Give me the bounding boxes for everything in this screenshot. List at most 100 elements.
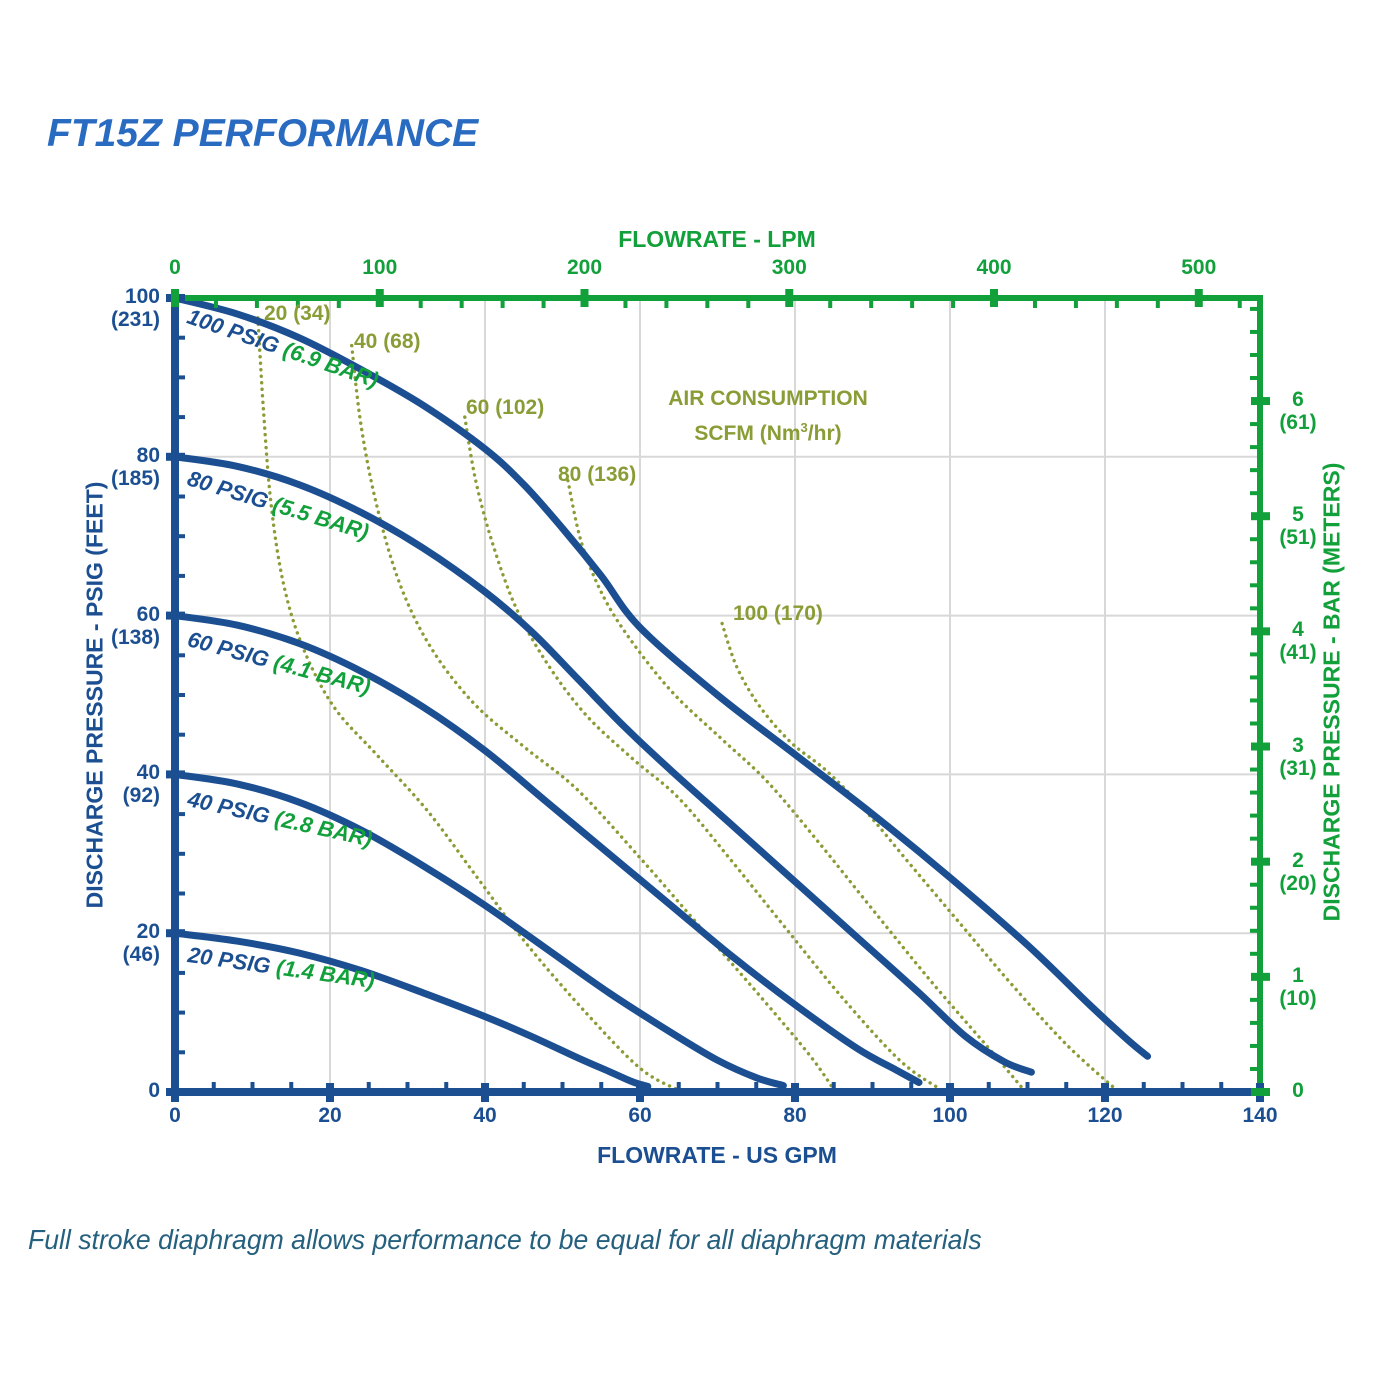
left-minor-tick	[175, 494, 185, 499]
top-major-tick	[171, 289, 179, 307]
right-minor-tick	[1250, 1066, 1260, 1071]
curve-80-psig	[171, 453, 1035, 1076]
bottom-tick-label-0: 0	[169, 1104, 181, 1127]
top-tick-label-400: 400	[976, 256, 1012, 279]
right-minor-tick	[1250, 606, 1260, 611]
right-minor-tick	[1250, 422, 1260, 427]
left-minor-tick	[175, 732, 185, 737]
right-major-tick	[1251, 972, 1270, 981]
top-minor-tick	[459, 298, 464, 308]
bottom-minor-tick	[405, 1082, 410, 1092]
left-tick-label-80: 80 (185)	[110, 443, 160, 490]
bottom-major-tick	[1101, 1083, 1109, 1102]
top-minor-tick	[951, 298, 956, 308]
air-consumption-note-line1: AIR CONSUMPTION	[668, 387, 868, 410]
right-tick-label-4: 4 (41)	[1279, 618, 1317, 665]
top-tick-label-300: 300	[771, 256, 807, 279]
right-tick-label-6: 6 (61)	[1279, 388, 1317, 435]
bottom-minor-tick	[1219, 1082, 1224, 1092]
bottom-major-tick	[481, 1083, 489, 1102]
right-minor-tick	[1250, 721, 1260, 726]
right-tick-label-0: 0	[1292, 1079, 1304, 1102]
top-minor-tick	[1073, 298, 1078, 308]
top-minor-tick	[1032, 298, 1037, 308]
superscript-3: 3	[800, 420, 808, 435]
left-minor-tick	[175, 693, 185, 697]
right-minor-tick	[1250, 836, 1260, 841]
right-minor-tick	[1250, 767, 1260, 772]
right-minor-tick	[1250, 652, 1260, 657]
curve-100-psig	[171, 294, 1152, 1060]
top-tick-label-0: 0	[169, 256, 181, 279]
right-minor-tick	[1250, 813, 1260, 818]
top-minor-tick	[910, 298, 915, 308]
left-major-tick	[166, 1088, 185, 1096]
top-minor-tick	[828, 298, 833, 308]
bottom-minor-tick	[715, 1082, 720, 1092]
top-minor-tick	[336, 298, 341, 308]
bottom-minor-tick	[250, 1082, 255, 1092]
bottom-major-tick	[326, 1083, 334, 1102]
top-minor-tick	[1155, 298, 1160, 308]
bottom-tick-label-80: 80	[783, 1104, 807, 1127]
bottom-major-tick	[636, 1083, 644, 1102]
right-major-tick	[1251, 1088, 1270, 1096]
top-minor-tick	[869, 298, 874, 308]
bottom-minor-tick	[289, 1082, 294, 1092]
right-minor-tick	[1250, 468, 1260, 473]
left-minor-tick	[175, 812, 185, 817]
right-tick-label-5: 5 (51)	[1279, 503, 1317, 550]
right-major-tick	[1251, 627, 1270, 636]
bottom-tick-label-20: 20	[318, 1104, 342, 1127]
top-minor-tick	[541, 298, 546, 308]
top-major-tick	[785, 289, 794, 307]
air-line-label-100: 100 (170)	[733, 602, 823, 625]
left-minor-tick	[175, 970, 185, 975]
right-minor-tick	[1250, 790, 1260, 795]
right-tick-label-2: 2 (20)	[1279, 848, 1317, 895]
top-major-tick	[375, 289, 384, 307]
left-minor-tick	[175, 375, 185, 380]
left-major-tick	[166, 452, 185, 461]
left-tick-label-40: 40 (92)	[122, 761, 160, 808]
top-minor-tick	[623, 298, 628, 308]
right-minor-tick	[1250, 882, 1260, 887]
right-major-tick	[1251, 512, 1270, 521]
right-major-tick	[1251, 857, 1270, 866]
right-tick-label-1: 1 (10)	[1279, 963, 1317, 1010]
right-minor-tick	[1250, 675, 1260, 680]
right-minor-tick	[1250, 376, 1260, 381]
bottom-minor-tick	[444, 1082, 449, 1092]
right-minor-tick	[1250, 537, 1260, 542]
left-major-tick	[166, 929, 185, 938]
left-minor-tick	[175, 851, 185, 856]
top-minor-tick	[295, 298, 300, 308]
right-minor-tick	[1250, 951, 1260, 956]
left-minor-tick	[175, 573, 185, 578]
bottom-minor-tick	[211, 1082, 216, 1092]
top-minor-tick	[500, 298, 505, 308]
bottom-minor-tick	[676, 1082, 681, 1092]
bottom-minor-tick	[560, 1082, 565, 1092]
bottom-minor-tick	[366, 1082, 371, 1092]
left-minor-tick	[175, 415, 185, 420]
footnote: Full stroke diaphragm allows performance…	[28, 1224, 982, 1255]
right-minor-tick	[1250, 329, 1260, 334]
air-consumption-line-20	[256, 316, 679, 1092]
bottom-axis-title: FLOWRATE - US GPM	[597, 1142, 837, 1168]
top-minor-tick	[254, 298, 259, 308]
bottom-minor-tick	[1025, 1082, 1030, 1092]
air-line-label-40: 40 (68)	[354, 330, 421, 353]
bottom-minor-tick	[986, 1082, 991, 1092]
bottom-minor-tick	[1064, 1082, 1069, 1092]
curve-40-psig	[171, 770, 787, 1090]
top-tick-label-200: 200	[566, 256, 603, 279]
right-minor-tick	[1250, 928, 1260, 933]
left-axis-title: DISCHARGE PRESSURE - PSIG (FEET)	[81, 481, 108, 909]
left-minor-tick	[175, 534, 185, 539]
top-minor-tick	[746, 298, 751, 308]
top-major-tick	[1194, 289, 1203, 307]
air-line-label-80: 80 (136)	[558, 463, 637, 486]
bottom-tick-label-140: 140	[1242, 1104, 1278, 1127]
top-minor-tick	[1114, 298, 1119, 308]
